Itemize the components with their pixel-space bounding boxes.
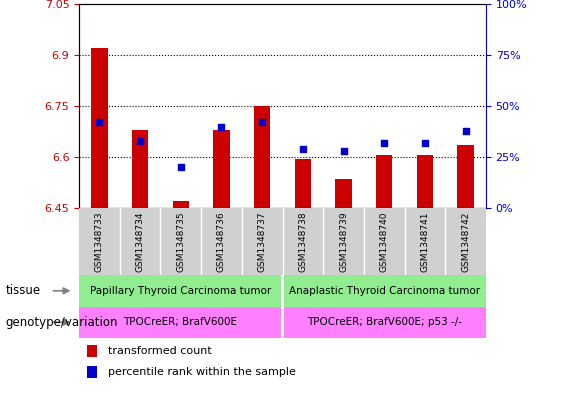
Bar xyxy=(284,275,486,307)
Bar xyxy=(376,156,392,208)
Bar xyxy=(120,208,160,275)
Point xyxy=(258,119,267,126)
Title: GDS5645 / 10567108: GDS5645 / 10567108 xyxy=(201,0,364,1)
Text: GSM1348742: GSM1348742 xyxy=(461,211,470,272)
Bar xyxy=(79,307,281,338)
Bar xyxy=(214,130,229,208)
Bar xyxy=(405,208,445,275)
Point xyxy=(380,140,389,146)
Text: TPOCreER; BrafV600E: TPOCreER; BrafV600E xyxy=(123,317,237,327)
Bar xyxy=(336,179,351,208)
Text: GSM1348739: GSM1348739 xyxy=(339,211,348,272)
Bar xyxy=(417,156,433,208)
Point xyxy=(461,127,470,134)
Text: percentile rank within the sample: percentile rank within the sample xyxy=(107,367,295,377)
Bar xyxy=(79,275,281,307)
Text: GSM1348741: GSM1348741 xyxy=(420,211,429,272)
Bar xyxy=(79,208,120,275)
Bar xyxy=(242,208,282,275)
Bar xyxy=(458,145,473,208)
Bar xyxy=(282,208,323,275)
Point xyxy=(298,146,307,152)
Point xyxy=(176,164,185,171)
Point xyxy=(136,138,145,144)
Bar xyxy=(87,366,97,378)
Bar xyxy=(132,130,148,208)
Text: GSM1348740: GSM1348740 xyxy=(380,211,389,272)
Text: GSM1348738: GSM1348738 xyxy=(298,211,307,272)
Text: genotype/variation: genotype/variation xyxy=(6,316,118,329)
Text: GSM1348734: GSM1348734 xyxy=(136,211,145,272)
Bar xyxy=(295,159,311,208)
Bar xyxy=(323,208,364,275)
Point xyxy=(420,140,429,146)
Text: GSM1348736: GSM1348736 xyxy=(217,211,226,272)
Bar xyxy=(92,48,107,208)
Bar xyxy=(173,202,189,208)
Bar xyxy=(445,208,486,275)
Text: tissue: tissue xyxy=(6,284,41,298)
Bar xyxy=(364,208,405,275)
Bar xyxy=(254,106,270,208)
Text: Anaplastic Thyroid Carcinoma tumor: Anaplastic Thyroid Carcinoma tumor xyxy=(289,286,480,296)
Bar xyxy=(160,208,201,275)
Text: Papillary Thyroid Carcinoma tumor: Papillary Thyroid Carcinoma tumor xyxy=(90,286,271,296)
Point xyxy=(339,148,348,154)
Point xyxy=(95,119,104,126)
Bar xyxy=(284,307,486,338)
Point xyxy=(217,123,226,130)
Bar xyxy=(201,208,242,275)
Text: GSM1348737: GSM1348737 xyxy=(258,211,267,272)
Text: transformed count: transformed count xyxy=(107,346,211,356)
Bar xyxy=(87,345,97,357)
Text: TPOCreER; BrafV600E; p53 -/-: TPOCreER; BrafV600E; p53 -/- xyxy=(307,317,462,327)
Text: GSM1348735: GSM1348735 xyxy=(176,211,185,272)
Text: GSM1348733: GSM1348733 xyxy=(95,211,104,272)
